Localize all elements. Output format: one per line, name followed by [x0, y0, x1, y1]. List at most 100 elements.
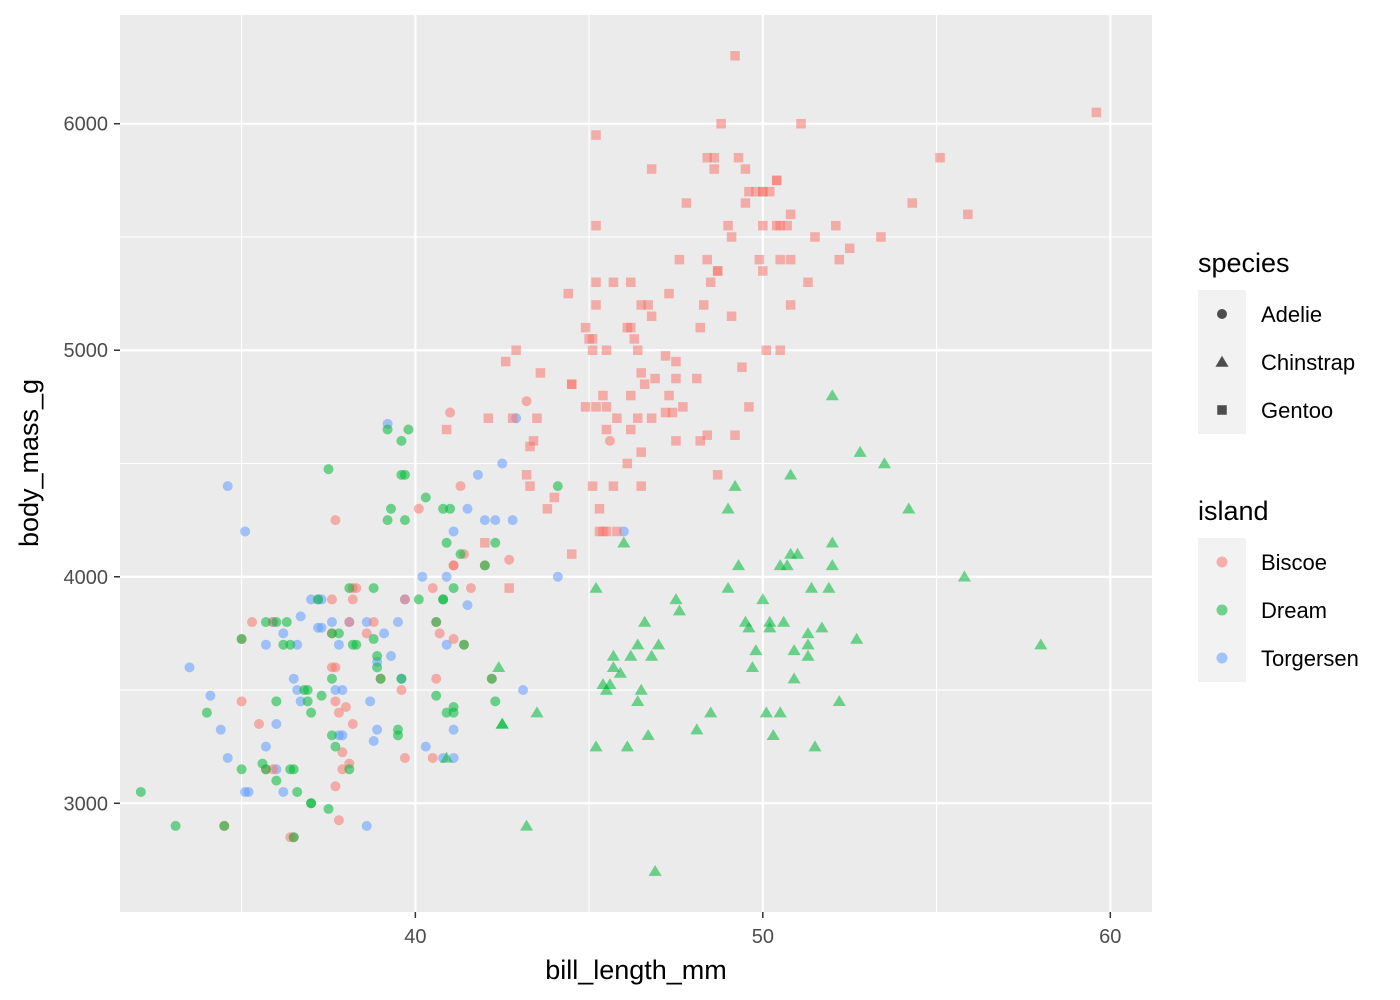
data-point: [278, 786, 289, 797]
data-point: [372, 662, 383, 673]
data-point: [427, 752, 438, 763]
data-point: [441, 571, 452, 582]
data-point: [333, 639, 344, 650]
data-point: [448, 707, 459, 718]
data-point: [646, 311, 657, 322]
data-point: [624, 649, 638, 661]
data-point: [504, 583, 514, 593]
data-point: [552, 481, 563, 492]
x-axis-title: bill_length_mm: [545, 955, 727, 985]
x-axis: 40 50 60: [404, 912, 1121, 948]
data-point: [507, 413, 518, 423]
data-point: [671, 356, 681, 367]
legend-title: island: [1198, 496, 1269, 526]
data-point: [222, 481, 233, 492]
data-point: [787, 644, 801, 656]
data-point: [766, 729, 780, 741]
data-point: [330, 515, 341, 526]
data-point: [681, 198, 692, 208]
data-point: [292, 685, 303, 696]
data-point: [877, 457, 892, 469]
y-tick-label: 5000: [64, 340, 109, 362]
data-point: [733, 152, 744, 163]
data-point: [631, 695, 645, 707]
data-point: [853, 445, 867, 457]
data-point: [316, 690, 327, 701]
data-point: [652, 638, 666, 650]
data-point: [490, 537, 501, 548]
legend-label: Torgersen: [1261, 646, 1359, 671]
data-point: [528, 436, 539, 446]
data-point: [396, 673, 407, 684]
data-point: [302, 696, 313, 707]
data-point: [667, 407, 678, 418]
data-point: [247, 617, 258, 628]
data-point: [507, 515, 518, 526]
data-point: [281, 617, 292, 628]
data-point: [285, 639, 296, 650]
data-point: [822, 581, 836, 593]
data-point: [758, 266, 768, 276]
data-point: [850, 632, 864, 644]
data-point: [709, 164, 719, 174]
data-point: [441, 639, 452, 650]
data-point: [580, 322, 591, 333]
data-point: [787, 672, 801, 684]
data-point: [455, 549, 466, 560]
legend-title: species: [1198, 248, 1290, 278]
data-points: [135, 51, 1102, 876]
data-point: [780, 559, 794, 571]
data-point: [643, 300, 653, 310]
data-point: [765, 186, 775, 197]
data-point: [448, 560, 459, 571]
legend-label: Biscoe: [1261, 550, 1327, 575]
data-point: [808, 740, 822, 752]
data-point: [260, 639, 271, 650]
data-point: [587, 345, 598, 355]
data-point: [775, 345, 785, 355]
data-point: [368, 735, 379, 746]
data-point: [726, 232, 737, 242]
data-point: [375, 673, 386, 684]
data-point: [773, 706, 787, 718]
data-point: [521, 396, 532, 407]
data-point: [626, 322, 636, 333]
data-point: [431, 673, 442, 684]
data-point: [271, 718, 282, 729]
data-point: [438, 503, 449, 514]
data-point: [340, 702, 351, 713]
data-point: [392, 617, 403, 628]
y-tick-label: 4000: [64, 567, 109, 589]
data-point: [271, 775, 282, 786]
data-point: [907, 198, 917, 208]
data-point: [721, 581, 735, 593]
data-point: [636, 481, 646, 491]
data-point: [601, 345, 612, 355]
data-point: [271, 696, 282, 707]
legend-label: Adelie: [1261, 302, 1322, 327]
data-point: [532, 413, 542, 423]
data-point: [876, 232, 886, 242]
data-point: [629, 334, 640, 344]
data-point: [535, 368, 546, 378]
data-point: [427, 583, 438, 594]
data-point: [490, 696, 501, 707]
data-point: [699, 300, 709, 310]
data-point: [712, 266, 723, 276]
data-point: [598, 526, 608, 537]
data-point: [1091, 107, 1102, 118]
data-point: [613, 666, 627, 678]
data-point: [260, 741, 271, 752]
data-point: [716, 118, 726, 129]
data-point: [606, 661, 620, 673]
data-point: [511, 345, 521, 355]
data-point: [702, 152, 712, 163]
legend-key-triangle: [1215, 355, 1229, 367]
data-point: [396, 435, 407, 446]
data-point: [641, 729, 655, 741]
data-point: [963, 209, 973, 220]
data-point: [403, 424, 414, 435]
data-point: [413, 503, 424, 514]
data-point: [278, 639, 289, 650]
data-point: [744, 402, 754, 412]
